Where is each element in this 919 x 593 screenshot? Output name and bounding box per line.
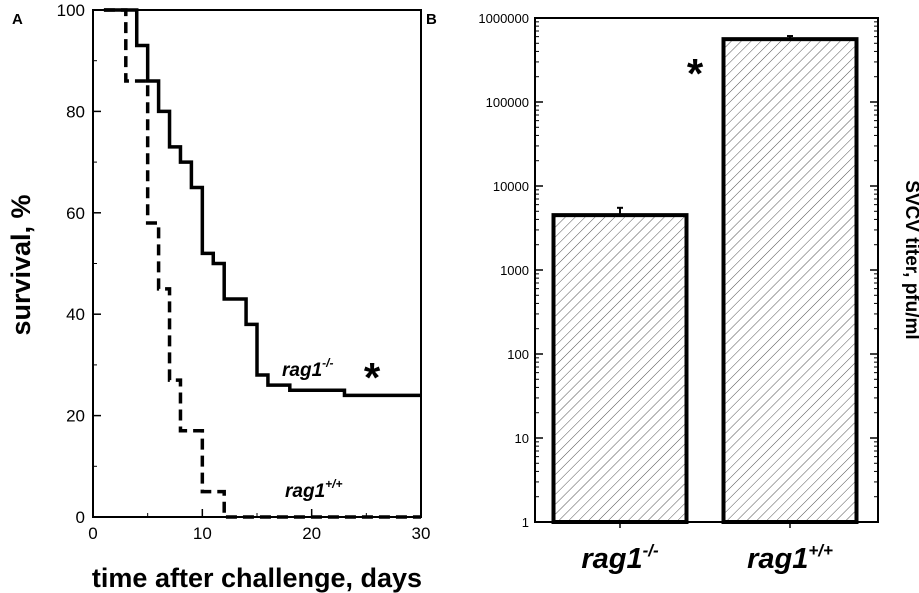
panel-a-x-axis-title: time after challenge, days [92, 563, 422, 593]
panel-a-x-tick-label: 20 [302, 524, 321, 543]
panel-a-plot-frame [92, 9, 422, 518]
panel-a-x-tick-label: 0 [88, 524, 97, 543]
survival-curve-rag1-ko [103, 8, 421, 398]
panel-letter-b: B [426, 11, 437, 28]
panel-b-y-tick-label: 1000000 [478, 11, 529, 26]
bar-rag1-ko [551, 213, 689, 524]
panel-a-survival-chart: A 0 10 20 30 0 20 40 60 80 100 survival, % time a… [6, 1, 430, 593]
panel-a-y-tick-label: 80 [66, 102, 85, 121]
panel-a-y-tick-label: 20 [66, 407, 85, 426]
panel-a-y-axis-title: survival, % [6, 194, 36, 335]
panel-b-y-tick-label: 1000 [500, 263, 529, 278]
panel-a-significance-star: * [364, 354, 381, 401]
panel-a-y-tick-label: 60 [66, 204, 85, 223]
category-label-rag1-wt: rag1+/+ [747, 541, 833, 575]
survival-curve-rag1-wt [103, 8, 421, 519]
panel-b-y-tick-label: 10 [515, 431, 529, 446]
panel-b-y-tick-label: 100000 [486, 95, 529, 110]
category-label-rag1-ko: rag1-/- [581, 541, 659, 575]
panel-b-significance-star: * [687, 50, 704, 97]
panel-b-y-axis-title: SVCV titer, pfu/ml [901, 180, 919, 339]
bar-rag1-wt [721, 37, 859, 525]
panel-letter-a: A [12, 11, 23, 28]
series-label-rag1-wt: rag1+/+ [285, 477, 343, 502]
panel-a-y-tick-label: 100 [57, 1, 85, 20]
panel-a-x-tick-label: 10 [193, 524, 212, 543]
panel-b-y-tick-label: 100 [507, 347, 529, 362]
panel-a-y-tick-label: 0 [76, 508, 85, 527]
series-label-rag1-ko: rag1-/- [282, 356, 333, 381]
panel-b-y-tick-label: 1 [522, 515, 529, 530]
panel-b-y-tick-label: 10000 [493, 179, 529, 194]
panel-a-x-tick-label: 30 [412, 524, 431, 543]
panel-a-y-tick-label: 40 [66, 305, 85, 324]
panel-b-titer-chart: B 1 10 100 1000 10000 100000 1000000 SVCV tite… [426, 11, 919, 575]
